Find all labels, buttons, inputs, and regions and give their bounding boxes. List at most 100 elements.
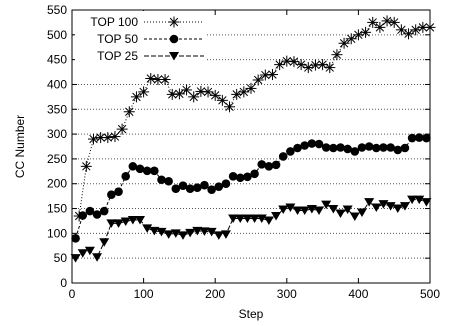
data-point	[364, 142, 374, 151]
data-point	[121, 171, 130, 181]
data-point	[338, 37, 350, 49]
data-point	[128, 162, 138, 171]
data-point	[293, 143, 302, 153]
legend-marker	[169, 34, 179, 44]
data-point	[123, 106, 135, 118]
data-point	[228, 214, 239, 223]
data-point	[286, 147, 295, 156]
data-point	[214, 182, 224, 192]
data-point	[177, 231, 188, 240]
data-point	[159, 73, 171, 85]
data-point	[343, 144, 352, 154]
data-point	[299, 206, 310, 216]
y-tick-label: 100	[47, 226, 67, 240]
y-tick-label: 500	[47, 28, 67, 42]
data-point	[142, 166, 152, 176]
data-point	[385, 202, 396, 211]
data-point	[127, 215, 138, 225]
data-point	[317, 59, 329, 71]
data-point	[271, 160, 281, 170]
data-point	[149, 226, 160, 236]
data-point	[314, 206, 325, 216]
y-tick-label: 400	[47, 77, 67, 91]
data-point	[116, 123, 128, 135]
data-point	[235, 173, 245, 183]
data-point	[142, 224, 153, 233]
data-point	[207, 185, 216, 194]
data-point	[84, 246, 95, 256]
data-point	[395, 24, 407, 36]
y-tick-label: 550	[47, 3, 67, 17]
axis-ticks: 0 50 100 150 200 250 300 350 400 450 500 550 0 100 200…	[47, 3, 440, 301]
plot-frame	[71, 9, 431, 284]
data-point	[379, 143, 388, 152]
data-point	[235, 214, 246, 223]
y-tick-label: 250	[47, 152, 67, 166]
data-point	[114, 187, 123, 196]
data-point	[228, 171, 238, 181]
data-point	[381, 15, 393, 27]
data-point	[92, 253, 103, 262]
data-point	[87, 133, 99, 145]
data-point	[306, 205, 317, 214]
data-point	[245, 82, 257, 94]
data-point	[92, 210, 102, 219]
series-plot-area	[70, 15, 436, 263]
data-point	[352, 29, 364, 41]
data-point	[157, 175, 166, 185]
data-point	[107, 190, 116, 199]
data-point	[266, 69, 278, 81]
data-point	[206, 227, 217, 237]
data-point	[220, 230, 231, 239]
data-point	[372, 143, 381, 153]
data-point	[71, 234, 80, 243]
data-point	[414, 195, 425, 205]
data-point	[135, 215, 146, 225]
data-point	[242, 214, 253, 223]
data-point	[99, 206, 109, 216]
legend-label: TOP 25	[97, 49, 138, 63]
legend-label: TOP 100	[90, 15, 138, 29]
data-point	[130, 91, 142, 103]
data-point	[350, 147, 360, 156]
data-point	[302, 62, 314, 74]
data-point	[243, 172, 252, 182]
y-axis-title: CC Number	[13, 115, 27, 178]
data-point	[193, 183, 202, 192]
data-point	[300, 141, 310, 150]
legend-label: TOP 50	[97, 32, 138, 46]
data-point	[386, 143, 395, 152]
y-tick-label: 300	[47, 127, 67, 141]
data-point	[171, 184, 181, 193]
data-point	[367, 16, 379, 28]
data-point	[209, 89, 221, 101]
data-point	[335, 209, 346, 219]
data-point	[135, 164, 145, 174]
y-tick-label: 200	[47, 177, 67, 191]
series-line-2	[75, 199, 427, 259]
data-point	[329, 143, 338, 153]
data-point	[399, 202, 410, 211]
data-point	[371, 203, 382, 213]
data-point	[324, 62, 336, 74]
data-point	[292, 206, 303, 216]
data-point	[374, 21, 386, 33]
data-point	[342, 205, 353, 215]
data-point	[192, 226, 203, 236]
y-tick-label: 150	[47, 202, 67, 216]
y-tick-label: 350	[47, 102, 67, 116]
data-point	[106, 219, 117, 228]
data-point	[400, 143, 410, 153]
x-tick-label: 400	[348, 287, 368, 301]
data-point	[263, 216, 274, 225]
data-point	[185, 184, 195, 193]
data-point	[407, 195, 418, 205]
data-point	[410, 24, 422, 36]
data-point	[407, 133, 417, 143]
data-point	[278, 205, 289, 215]
data-point	[345, 33, 357, 45]
x-tick-label: 500	[420, 287, 440, 301]
data-point	[145, 72, 157, 84]
series-line-1	[75, 137, 427, 239]
